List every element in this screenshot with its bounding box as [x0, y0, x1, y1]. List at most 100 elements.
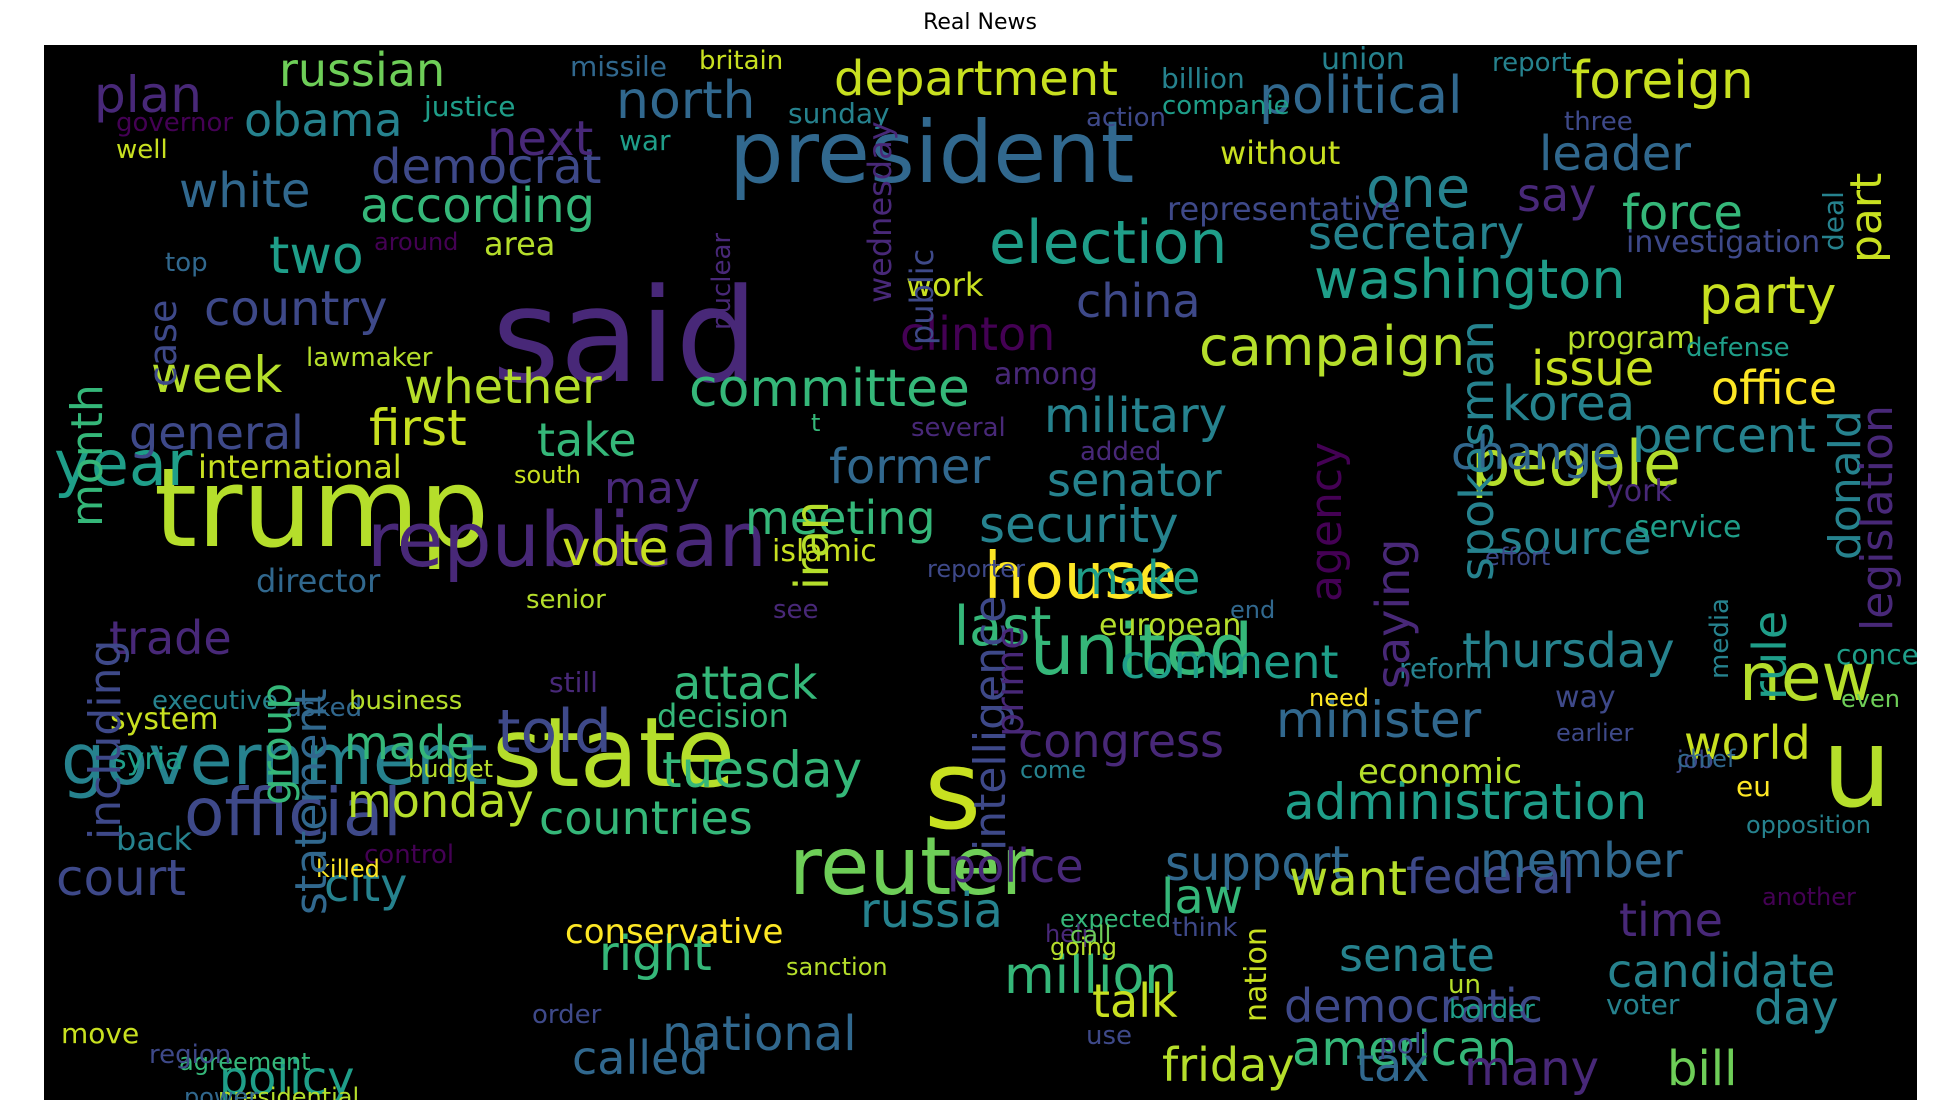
cloud-word: concern	[1836, 638, 1917, 671]
cloud-word: trump	[154, 444, 490, 572]
cloud-word: tuesday	[662, 741, 863, 799]
cloud-word: effort	[1485, 543, 1551, 571]
cloud-word: britain	[699, 46, 784, 76]
cloud-word: bill	[1667, 1041, 1738, 1097]
cloud-word: international	[198, 448, 402, 486]
cloud-word: democratic	[1284, 979, 1543, 1033]
cloud-word: country	[204, 281, 388, 337]
cloud-word: service	[1634, 510, 1742, 545]
cloud-word: right	[599, 926, 712, 982]
cloud-word: director	[256, 562, 381, 600]
cloud-word: make	[1074, 551, 1201, 605]
cloud-word: candidate	[1607, 944, 1836, 998]
cloud-word: vote	[562, 521, 669, 577]
cloud-word: rule	[1743, 610, 1797, 700]
cloud-word: next	[487, 111, 594, 167]
cloud-word: foreign	[1571, 51, 1754, 111]
cloud-word: leader	[1539, 126, 1692, 182]
cloud-word: trade	[109, 611, 232, 665]
cloud-word: way	[1555, 680, 1616, 715]
cloud-word: see	[773, 595, 819, 625]
cloud-word: reporter	[927, 555, 1025, 583]
cloud-word: day	[1754, 981, 1839, 1035]
cloud-word: change	[1451, 426, 1621, 480]
cloud-word: administration	[1284, 773, 1648, 831]
cloud-word: budget	[408, 755, 494, 783]
cloud-word: election	[989, 208, 1228, 278]
cloud-word: syria	[111, 742, 184, 777]
cloud-word: economic	[1358, 752, 1523, 792]
cloud-word: need	[1309, 684, 1369, 712]
cloud-word: companie	[1162, 91, 1290, 121]
cloud-word: meeting	[745, 491, 936, 545]
cloud-word: obama	[244, 93, 403, 147]
cloud-word: south	[514, 461, 582, 489]
cloud-word: voter	[1606, 988, 1680, 1021]
cloud-word: city	[324, 858, 408, 912]
cloud-word: issue	[1531, 341, 1655, 397]
cloud-word: monday	[347, 774, 534, 828]
cloud-word: agency	[1301, 441, 1352, 602]
cloud-word: plan	[94, 66, 202, 124]
cloud-word: action	[1086, 103, 1167, 133]
cloud-word: going	[1050, 933, 1118, 961]
cloud-word: office	[1711, 361, 1838, 415]
cloud-word: islamic	[772, 534, 877, 569]
cloud-word: come	[1020, 756, 1087, 784]
cloud-word: opposition	[1746, 811, 1871, 839]
cloud-word: law	[1161, 869, 1244, 925]
cloud-word: russia	[860, 883, 1003, 939]
cloud-word: help	[1045, 920, 1097, 948]
cloud-word: program	[1567, 321, 1696, 356]
cloud-word: former	[829, 439, 991, 495]
cloud-word: comment	[1120, 635, 1339, 689]
cloud-word: tax	[1356, 1038, 1430, 1092]
cloud-word: chief	[1677, 745, 1736, 773]
chart-title: Real News	[923, 10, 1037, 35]
cloud-word: media	[1705, 598, 1735, 679]
cloud-word: system	[110, 702, 219, 737]
cloud-word: support	[1165, 836, 1350, 892]
cloud-word: police	[947, 839, 1084, 893]
cloud-word: people	[1471, 427, 1682, 500]
cloud-word: official	[184, 774, 402, 851]
cloud-word: national	[662, 1006, 857, 1062]
cloud-word: nuclear	[707, 232, 737, 330]
cloud-word: wednesday	[861, 121, 899, 303]
cloud-word: time	[1619, 893, 1723, 947]
cloud-word: york	[1606, 474, 1672, 509]
cloud-word: senior	[526, 585, 606, 615]
cloud-word: new	[1739, 639, 1876, 716]
cloud-word: region	[149, 1040, 232, 1070]
cloud-word: call	[1070, 921, 1112, 949]
cloud-word: missile	[570, 50, 668, 83]
cloud-word: think	[1172, 913, 1238, 943]
cloud-word: justice	[424, 90, 516, 123]
cloud-word: added	[1080, 437, 1162, 467]
cloud-word: another	[1762, 883, 1856, 911]
cloud-word: job	[1677, 746, 1714, 774]
cloud-word: war	[619, 124, 671, 157]
cloud-word: iran	[785, 500, 839, 590]
cloud-word: three	[1564, 107, 1633, 137]
cloud-word: attack	[673, 656, 818, 710]
cloud-word: washington	[1314, 248, 1626, 311]
cloud-word: agreement	[179, 1048, 311, 1076]
cloud-word: american	[1292, 1021, 1517, 1077]
cloud-word: minister	[1276, 691, 1482, 749]
cloud-word: republican	[367, 495, 767, 584]
cloud-word: conservative	[565, 912, 784, 952]
cloud-word: source	[1499, 511, 1652, 565]
cloud-word: nation	[1239, 927, 1274, 1022]
cloud-word: several	[911, 413, 1006, 443]
cloud-word: government	[61, 719, 488, 801]
cloud-word: two	[269, 226, 364, 286]
cloud-word: million	[1004, 946, 1178, 1006]
cloud-word: senator	[1047, 453, 1222, 507]
cloud-word: end	[1230, 596, 1276, 624]
cloud-word: may	[604, 463, 700, 514]
cloud-word: united	[1030, 609, 1254, 691]
cloud-word: saying	[1366, 538, 1420, 689]
cloud-word: president	[729, 103, 1135, 203]
cloud-word: north	[616, 71, 756, 131]
